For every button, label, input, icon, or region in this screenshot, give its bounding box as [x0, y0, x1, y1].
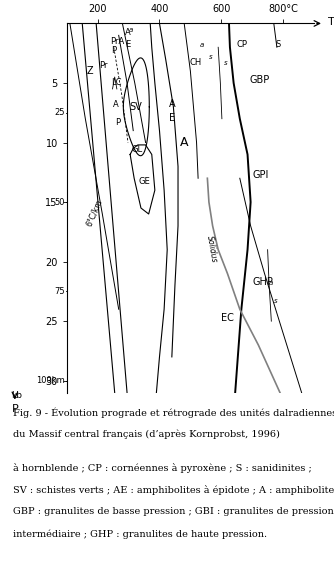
Text: 25: 25	[55, 108, 65, 117]
Text: Solidus: Solidus	[205, 235, 219, 264]
Text: SV: SV	[129, 102, 142, 112]
Text: GL: GL	[131, 145, 142, 154]
Text: LC: LC	[111, 79, 121, 87]
Text: E: E	[169, 113, 175, 123]
Text: kb: kb	[11, 391, 22, 400]
Text: GPI: GPI	[252, 171, 269, 180]
Text: CH: CH	[189, 58, 202, 67]
Text: P: P	[111, 46, 116, 55]
Text: 6°C/km: 6°C/km	[85, 198, 104, 228]
Text: S: S	[275, 40, 281, 49]
Text: T: T	[328, 16, 334, 26]
Text: PrA: PrA	[110, 37, 124, 46]
Text: du Massif central français (d’après Kornprobst, 1996): du Massif central français (d’après Korn…	[13, 430, 280, 439]
Text: GBP : granulites de basse pression ; GBI : granulites de pression: GBP : granulites de basse pression ; GBI…	[13, 507, 334, 516]
Text: a: a	[200, 42, 204, 48]
Text: Pr: Pr	[99, 60, 108, 70]
Text: P: P	[11, 404, 18, 414]
Text: intermédiaire ; GHP : granulites de haute pression.: intermédiaire ; GHP : granulites de haut…	[13, 530, 268, 539]
Text: à hornblende ; CP : cornéennes à pyroxène ; S : sanidinites ;: à hornblende ; CP : cornéennes à pyroxèn…	[13, 463, 312, 473]
Text: SV : schistes verts ; AE : amphibolites à épidote ; A : amphibolites: SV : schistes verts ; AE : amphibolites …	[13, 485, 334, 495]
Text: s: s	[224, 60, 227, 66]
Text: Z: Z	[87, 66, 93, 76]
Text: CP: CP	[237, 40, 248, 49]
Text: P: P	[115, 118, 120, 127]
Text: 100km: 100km	[36, 376, 65, 385]
Text: a: a	[269, 281, 274, 287]
Text: A: A	[113, 100, 118, 109]
Text: s: s	[209, 54, 212, 60]
Text: EC: EC	[221, 313, 234, 323]
Text: 75: 75	[55, 287, 65, 296]
Text: E: E	[126, 40, 131, 49]
Text: A: A	[125, 28, 131, 38]
Text: GHP: GHP	[252, 277, 273, 288]
Text: GBP: GBP	[249, 75, 269, 85]
Text: a: a	[129, 27, 133, 33]
Text: 50: 50	[55, 197, 65, 207]
Text: A: A	[169, 99, 175, 109]
Text: Fig. 9 - Évolution prograde et rétrograde des unités dalradiennes: Fig. 9 - Évolution prograde et rétrograd…	[13, 407, 334, 418]
Text: s: s	[274, 298, 278, 304]
Text: GE: GE	[139, 177, 150, 186]
Text: A: A	[180, 136, 188, 149]
